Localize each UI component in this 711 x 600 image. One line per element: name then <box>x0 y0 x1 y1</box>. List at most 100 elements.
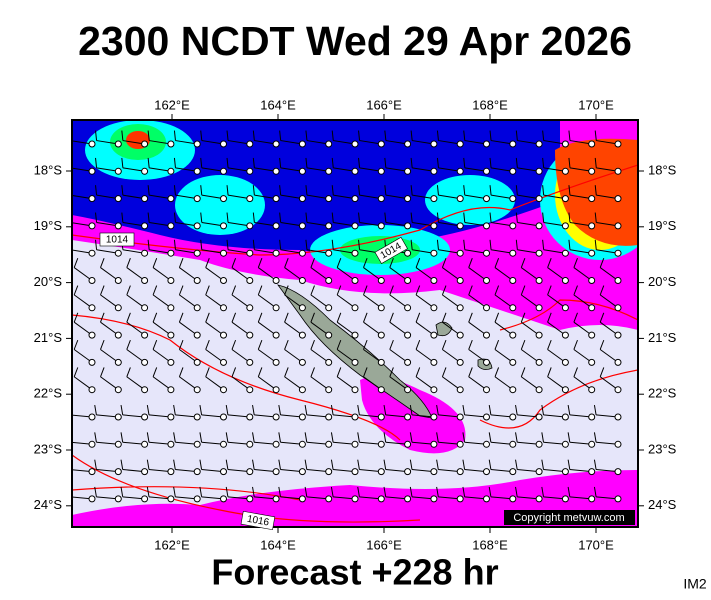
barb-shaft <box>122 441 145 445</box>
barb-shaft <box>543 249 566 254</box>
barb-feather <box>73 312 79 323</box>
barb-feather <box>463 212 466 223</box>
barb-shaft <box>72 441 93 445</box>
barb-station <box>193 440 201 448</box>
barb-shaft <box>96 249 119 254</box>
barb-shaft <box>543 194 566 200</box>
barb-station <box>588 195 596 203</box>
barb-shaft <box>363 294 382 309</box>
barb-shaft <box>96 414 119 418</box>
barb-shaft <box>490 140 513 145</box>
barb-shaft <box>415 267 435 281</box>
barb-station <box>114 277 122 284</box>
barb-station <box>220 440 227 448</box>
barb-shaft <box>363 267 382 281</box>
barb-feather <box>226 185 229 196</box>
barb-feather <box>441 367 447 377</box>
barb-shaft <box>490 441 513 445</box>
barb-shaft <box>442 294 461 309</box>
barb-shaft <box>73 294 93 309</box>
barb-feather <box>436 157 439 168</box>
barb-shaft <box>596 194 619 200</box>
barb-feather <box>330 486 334 497</box>
barb-feather <box>389 339 394 350</box>
lat-label: 24°S <box>34 497 63 512</box>
barb-feather <box>593 486 597 497</box>
barb-feather <box>410 130 413 141</box>
barb-station <box>246 222 254 230</box>
barb-feather <box>363 258 368 268</box>
barb-feather <box>415 312 421 323</box>
barb-shaft <box>464 140 487 145</box>
barb-feather <box>515 486 518 497</box>
barb-shaft <box>573 321 592 336</box>
barb-station <box>246 331 254 339</box>
barb-station <box>193 331 201 339</box>
barb-feather <box>358 157 361 168</box>
barb-station <box>272 386 280 394</box>
barb-shaft <box>569 221 592 227</box>
barb-shaft <box>596 441 619 445</box>
barb-feather <box>205 258 210 268</box>
barb-station <box>167 495 175 503</box>
barb-feather <box>200 130 203 141</box>
barb-feather <box>178 285 184 296</box>
barb-station <box>561 440 569 448</box>
barb-shaft <box>201 414 224 418</box>
barb-shaft <box>569 167 592 172</box>
barb-feather <box>336 312 342 323</box>
barb-feather <box>231 258 237 268</box>
barb-station <box>246 195 254 203</box>
barb-shaft <box>280 441 303 445</box>
barb-feather <box>278 404 281 416</box>
barb-shaft <box>494 376 514 391</box>
barb-feather <box>199 432 203 443</box>
barb-station <box>614 331 622 339</box>
barb-shaft <box>152 376 172 391</box>
barb-shaft <box>280 194 303 200</box>
barb-shaft <box>227 414 250 418</box>
barb-feather <box>100 258 105 268</box>
barb-feather <box>126 285 131 296</box>
barb-feather <box>363 339 368 350</box>
barb-feather <box>284 339 289 350</box>
barb-feather <box>257 339 263 350</box>
barb-station <box>167 195 175 203</box>
barb-station <box>141 413 149 421</box>
barb-feather <box>121 185 124 196</box>
barb-feather <box>384 130 387 141</box>
barb-shaft <box>179 349 198 363</box>
barb-station <box>588 468 596 476</box>
barb-shaft <box>464 194 487 200</box>
barb-shaft <box>310 349 329 363</box>
barb-station <box>141 386 149 394</box>
barb-station <box>483 195 490 203</box>
barb-shaft <box>490 496 513 500</box>
barb-feather <box>593 432 597 443</box>
barb-feather <box>199 486 203 497</box>
barb-station <box>588 167 596 175</box>
barb-feather <box>147 212 150 223</box>
barb-shaft <box>148 496 171 500</box>
barb-feather <box>515 404 518 416</box>
barb-shaft <box>517 414 540 418</box>
barb-shaft <box>547 349 566 363</box>
barb-feather <box>436 404 439 416</box>
barb-station <box>272 413 280 421</box>
barb-shaft <box>148 469 171 473</box>
barb-shaft <box>359 496 382 500</box>
barb-station <box>404 358 412 366</box>
barb-station <box>430 413 438 421</box>
barb-shaft <box>100 321 119 336</box>
barb-station <box>298 277 306 284</box>
barb-feather <box>494 339 500 350</box>
barb-station <box>220 222 227 230</box>
barb-station <box>220 413 227 421</box>
barb-station <box>614 249 622 257</box>
barb-station <box>114 331 122 339</box>
barb-shaft <box>205 267 224 281</box>
barb-station <box>351 140 359 148</box>
barb-feather <box>252 432 255 443</box>
barb-shaft <box>306 414 329 418</box>
barb-station <box>456 386 464 394</box>
